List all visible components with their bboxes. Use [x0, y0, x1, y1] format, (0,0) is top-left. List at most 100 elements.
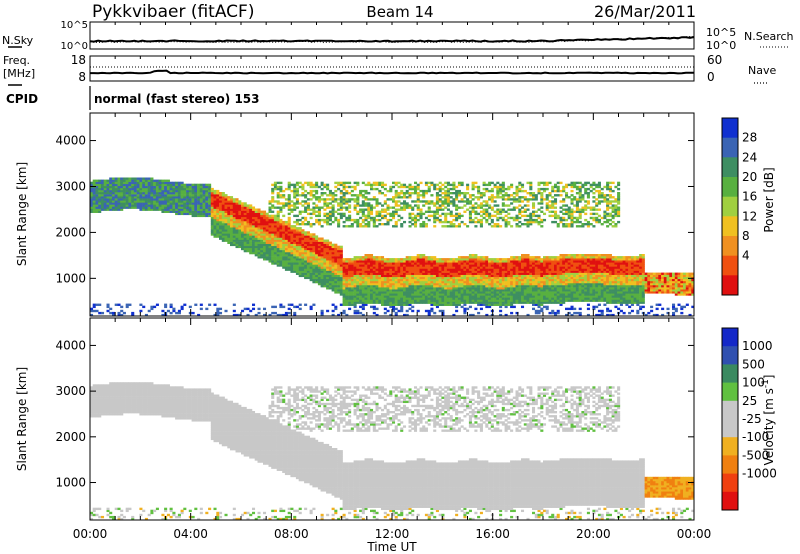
- power-cell: [317, 258, 321, 261]
- power-cell: [361, 299, 365, 302]
- power-cell: [166, 185, 170, 189]
- power-cell: [197, 185, 201, 189]
- power-cell: [175, 311, 179, 315]
- power-cell: [342, 311, 346, 315]
- power-cell: [230, 202, 234, 205]
- power-cell: [441, 225, 445, 228]
- power-cell: [408, 214, 412, 218]
- power-cell: [383, 287, 387, 290]
- power-cell: [172, 200, 176, 203]
- power-cell: [394, 289, 398, 292]
- power-cell: [328, 192, 332, 195]
- power-cell: [364, 266, 368, 269]
- power-cell: [260, 243, 264, 247]
- power-cell: [367, 212, 371, 216]
- power-cell: [101, 189, 105, 193]
- power-cell: [378, 301, 382, 304]
- power-cell: [191, 185, 195, 189]
- power-cell: [455, 212, 459, 216]
- power-cell: [249, 233, 253, 236]
- power-cell: [515, 194, 519, 197]
- power-cell: [101, 185, 105, 189]
- power-cell: [188, 192, 192, 195]
- power-cell: [208, 206, 212, 209]
- power-cell: [389, 185, 393, 189]
- power-cell: [268, 241, 272, 244]
- power-cell: [210, 206, 214, 209]
- power-cell: [397, 301, 401, 304]
- power-cell: [400, 216, 404, 220]
- power-cell: [389, 299, 393, 302]
- power-cell: [499, 189, 503, 193]
- power-cell: [452, 198, 456, 201]
- power-cell: [457, 258, 461, 261]
- power-cell: [526, 301, 530, 304]
- power-cell: [383, 301, 387, 304]
- power-cell: [512, 285, 516, 288]
- power-cell: [334, 181, 338, 185]
- power-cell: [455, 260, 459, 263]
- freq-tick-bottom: 8: [78, 70, 86, 84]
- power-cell: [479, 282, 483, 286]
- power-cell: [257, 249, 261, 253]
- power-cell: [337, 272, 341, 275]
- power-cell: [191, 187, 195, 191]
- power-cell: [468, 214, 472, 218]
- power-cell: [232, 216, 236, 220]
- power-cell: [293, 192, 297, 195]
- power-cell: [117, 185, 121, 189]
- power-cell: [273, 262, 277, 265]
- power-cell: [397, 291, 401, 294]
- power-cell: [378, 218, 382, 222]
- power-cell: [403, 200, 407, 203]
- power-cell: [515, 206, 519, 209]
- power-cell: [298, 181, 302, 185]
- power-cell: [523, 264, 527, 267]
- power-cell: [438, 291, 442, 294]
- power-cell: [455, 218, 459, 222]
- power-cell: [306, 235, 310, 238]
- power-cell: [342, 266, 346, 269]
- power-cell: [446, 183, 450, 187]
- power-cell: [131, 177, 135, 180]
- power-cell: [199, 307, 203, 311]
- power-cell: [328, 282, 332, 286]
- power-cell: [112, 313, 116, 316]
- power-cell: [101, 183, 105, 187]
- power-cell: [424, 301, 428, 304]
- power-cell: [471, 260, 475, 263]
- power-cell: [293, 251, 297, 255]
- power-cell: [532, 289, 536, 292]
- power-cell: [238, 227, 242, 230]
- power-cell: [257, 229, 261, 232]
- power-cell: [364, 280, 368, 284]
- power-cell: [301, 237, 305, 240]
- power-cell: [323, 198, 327, 201]
- power-cell: [219, 204, 223, 207]
- power-cell: [370, 280, 374, 284]
- power-cell: [224, 227, 228, 230]
- power-cell: [482, 270, 486, 273]
- power-cell: [219, 218, 223, 222]
- power-cell: [290, 245, 294, 249]
- power-cell: [372, 262, 376, 265]
- power-cell: [306, 231, 310, 234]
- power-cell: [304, 189, 308, 193]
- power-cell: [430, 183, 434, 187]
- power-cell: [397, 297, 401, 300]
- power-cell: [144, 187, 148, 191]
- power-cell: [279, 313, 283, 316]
- power-cell: [290, 239, 294, 242]
- power-cell: [268, 245, 272, 249]
- power-cell: [424, 274, 428, 278]
- power-cell: [90, 196, 94, 199]
- power-cell: [120, 198, 124, 201]
- power-cell: [386, 297, 390, 300]
- power-cell: [441, 303, 445, 306]
- power-cell: [304, 243, 308, 247]
- power-cell: [367, 295, 371, 298]
- power-cell: [444, 287, 448, 290]
- power-cell: [523, 270, 527, 273]
- power-cell: [205, 192, 209, 195]
- power-cell: [95, 198, 99, 201]
